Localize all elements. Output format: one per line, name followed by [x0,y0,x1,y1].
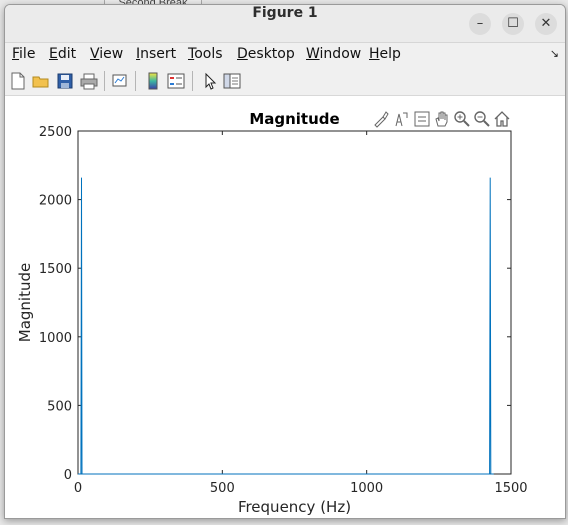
open-file-icon[interactable] [32,72,50,90]
toolbar-separator [192,71,193,91]
minimize-button[interactable]: – [469,13,491,35]
plot-title: Magnitude [249,110,339,128]
toolbar-separator [135,71,136,91]
menu-file[interactable]: File [12,46,35,62]
pan-icon[interactable] [433,110,451,128]
menu-edit[interactable]: Edit [49,46,76,62]
maximize-button[interactable]: ☐ [502,13,524,35]
toolbar-separator [104,71,105,91]
menu-insert[interactable]: Insert [136,46,176,62]
figure-window: Figure 1 – ☐ ✕ File Edit View Insert Too… [4,4,566,519]
menubar-dock-arrow-icon[interactable]: ↘ [550,47,559,60]
x-tick-label: 1000 [350,481,383,496]
menu-help[interactable]: Help [369,46,401,62]
print-icon[interactable] [80,72,98,90]
brush-icon[interactable] [372,110,390,128]
menu-view[interactable]: View [90,46,123,62]
restore-view-icon[interactable] [413,110,431,128]
colorbar-icon[interactable] [144,72,162,90]
property-inspector-icon[interactable] [223,72,241,90]
x-tick-label: 500 [210,481,235,496]
close-button[interactable]: ✕ [535,13,557,35]
zoom-out-icon[interactable] [473,110,491,128]
figure-toolbar [5,67,565,96]
link-plot-icon[interactable] [111,72,129,90]
edit-plot-icon[interactable] [201,72,219,90]
data-tips-icon[interactable] [392,110,410,128]
menu-desktop[interactable]: Desktop [237,46,295,62]
x-axis-label: Frequency (Hz) [238,498,351,516]
title-bar: Figure 1 – ☐ ✕ [5,5,565,43]
y-tick-label: 0 [64,468,72,483]
y-tick-label: 500 [47,399,72,414]
zoom-in-icon[interactable] [453,110,471,128]
x-tick-label: 0 [74,481,82,496]
home-icon[interactable] [493,110,511,128]
plot-svg: 0 500 1000 1500 0 500 1000 1500 2000 2500 Magnitu… [5,96,565,518]
figure-canvas: 0 500 1000 1500 0 500 1000 1500 2000 2500 Magnitu… [5,96,565,518]
axes-box[interactable] [78,131,511,474]
save-icon[interactable] [56,72,74,90]
new-figure-icon[interactable] [9,72,27,90]
menu-bar: File Edit View Insert Tools Desktop Wind… [5,43,565,67]
menu-tools[interactable]: Tools [188,46,223,62]
menu-window[interactable]: Window [306,46,361,62]
y-tick-label: 1500 [39,262,72,277]
y-tick-label: 2500 [39,125,72,140]
y-tick-label: 2000 [39,194,72,209]
x-tick-label: 1500 [494,481,527,496]
legend-icon[interactable] [167,72,185,90]
y-tick-label: 1000 [39,331,72,346]
y-axis-label: Magnitude [16,263,34,342]
